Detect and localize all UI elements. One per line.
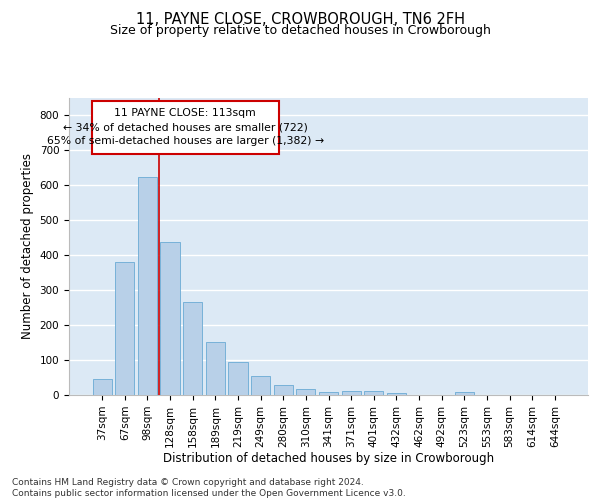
Bar <box>115 262 134 395</box>
Bar <box>274 385 293 395</box>
Text: Contains HM Land Registry data © Crown copyright and database right 2024.
Contai: Contains HM Land Registry data © Crown c… <box>12 478 406 498</box>
Y-axis label: Number of detached properties: Number of detached properties <box>21 153 34 340</box>
Bar <box>455 392 474 395</box>
Bar <box>296 388 316 395</box>
Bar <box>229 362 248 395</box>
X-axis label: Distribution of detached houses by size in Crowborough: Distribution of detached houses by size … <box>163 452 494 466</box>
Bar <box>92 378 112 395</box>
Bar <box>251 376 270 395</box>
Bar <box>183 302 202 395</box>
Bar <box>160 242 180 395</box>
Text: Size of property relative to detached houses in Crowborough: Size of property relative to detached ho… <box>110 24 490 37</box>
Text: 11, PAYNE CLOSE, CROWBOROUGH, TN6 2FH: 11, PAYNE CLOSE, CROWBOROUGH, TN6 2FH <box>136 12 464 28</box>
Bar <box>206 342 225 395</box>
Bar <box>387 393 406 395</box>
Bar <box>319 392 338 395</box>
Bar <box>341 391 361 395</box>
Bar <box>138 177 157 395</box>
Bar <box>364 391 383 395</box>
Bar <box>92 101 279 154</box>
Text: 11 PAYNE CLOSE: 113sqm
← 34% of detached houses are smaller (722)
65% of semi-de: 11 PAYNE CLOSE: 113sqm ← 34% of detached… <box>47 108 324 146</box>
